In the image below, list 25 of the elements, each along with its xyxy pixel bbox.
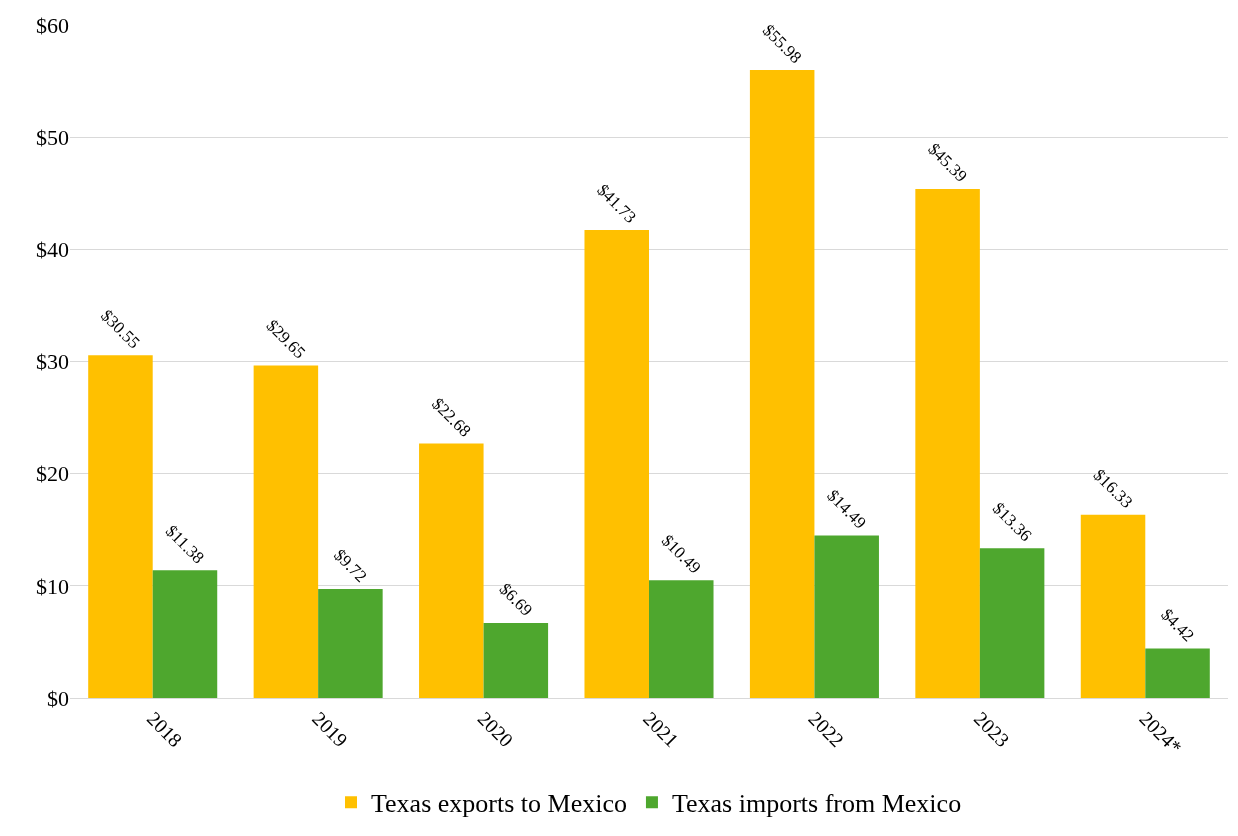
y-tick-label: $20	[36, 461, 69, 487]
bar	[1145, 648, 1210, 698]
bar	[915, 188, 980, 698]
bar	[979, 548, 1045, 698]
legend-label: Texas imports from Mexico	[671, 789, 962, 819]
bar	[584, 229, 649, 698]
bar	[814, 535, 879, 698]
y-tick-label: $10	[36, 573, 69, 599]
bar	[419, 443, 484, 698]
x-tick-label: 2019	[308, 707, 353, 752]
bar	[749, 70, 815, 698]
bar	[483, 622, 549, 698]
x-tick-label: 2020	[473, 707, 518, 752]
y-tick-label: $50	[36, 124, 69, 150]
bar	[152, 570, 218, 698]
bar	[649, 580, 714, 698]
y-tick-label: $0	[47, 685, 69, 711]
bar	[253, 365, 319, 698]
legend-label: Texas exports to Mexico	[371, 789, 627, 819]
y-tick-label: $30	[36, 349, 69, 375]
bar	[318, 588, 383, 698]
y-tick-label: $40	[36, 237, 69, 263]
y-tick-label: $60	[36, 12, 69, 38]
bar	[88, 355, 153, 698]
bar	[1080, 514, 1146, 698]
